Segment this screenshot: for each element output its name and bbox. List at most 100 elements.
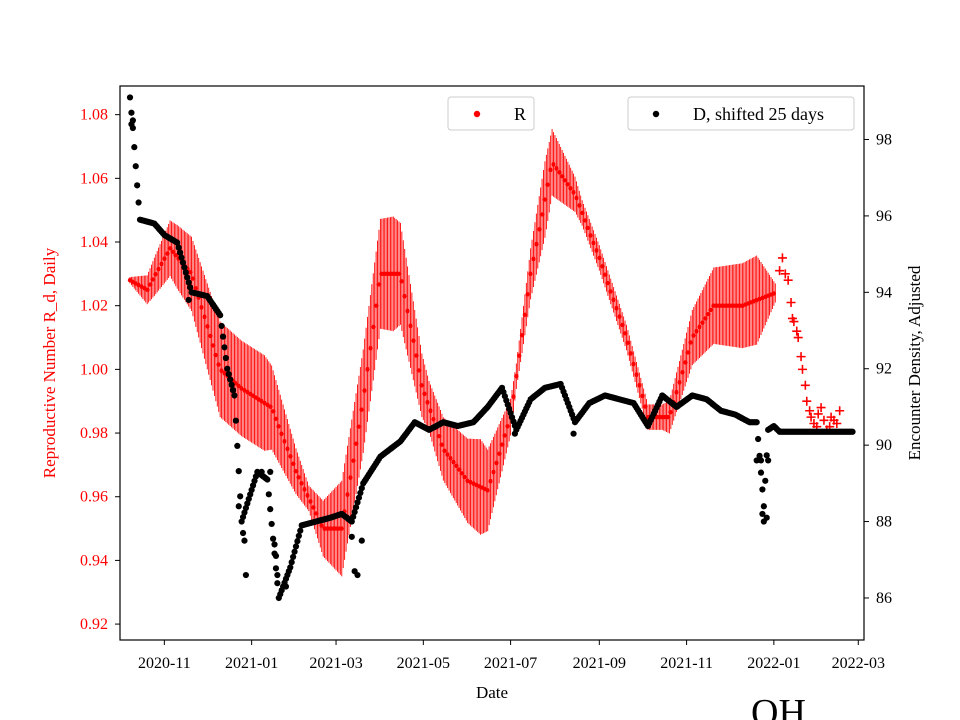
x-tick-label: 2021-03	[309, 655, 362, 672]
d-point	[292, 543, 300, 550]
d-point	[762, 477, 769, 484]
d-point	[219, 333, 227, 340]
r-series	[127, 129, 845, 577]
d-series	[126, 94, 856, 602]
r-projection-point	[796, 352, 806, 362]
y-right-tick-label: 90	[876, 437, 892, 454]
d-point	[128, 109, 135, 116]
d-point	[217, 312, 224, 319]
d-point	[222, 354, 229, 362]
d-point	[295, 532, 302, 539]
d-point	[175, 244, 182, 251]
d-point	[297, 527, 304, 534]
r-projection-point	[792, 326, 802, 336]
d-point	[258, 468, 265, 475]
y-left-tick-label: 0.98	[80, 425, 108, 442]
d-point	[759, 510, 766, 518]
d-point	[358, 537, 365, 544]
d-point	[271, 541, 278, 548]
d-point	[232, 417, 239, 424]
y-right-tick-label: 86	[876, 590, 892, 607]
d-point	[185, 279, 192, 286]
legend-d-marker	[652, 110, 660, 118]
x-tick-label: 2022-01	[747, 655, 800, 672]
legend-d: D, shifted 25 days	[627, 96, 855, 131]
d-point	[182, 269, 189, 276]
d-point	[241, 537, 248, 544]
legend-d-label: D, shifted 25 days	[693, 104, 824, 124]
d-point	[267, 506, 274, 513]
d-point	[765, 457, 772, 464]
x-tick-label: 2022-03	[832, 655, 885, 672]
d-point	[282, 583, 290, 590]
r-projection-point	[805, 406, 815, 416]
x-tick-label: 2021-05	[397, 655, 450, 672]
d-point	[269, 535, 277, 542]
legend-r-marker	[473, 110, 481, 118]
legend-d-box	[627, 96, 855, 131]
d-point	[849, 428, 856, 435]
d-point	[221, 344, 228, 351]
d-point	[187, 284, 194, 291]
x-tick-label: 2020-11	[138, 655, 191, 672]
d-point	[760, 503, 767, 510]
d-point	[350, 513, 357, 520]
x-tick-label: 2021-01	[225, 655, 278, 672]
d-point	[132, 163, 139, 170]
x-axis-title: Date	[476, 683, 508, 702]
y-left-tick-label: 0.94	[80, 552, 108, 569]
r-projection-point	[816, 403, 826, 413]
y-right-axis-title: Encounter Density, Adjusted	[905, 265, 924, 460]
d-point	[239, 529, 247, 537]
y-right-tick-label: 92	[876, 361, 892, 378]
r-projection-point	[793, 333, 803, 343]
r-projection-point	[786, 298, 796, 308]
r-projection-point	[800, 380, 810, 390]
axes: 2020-11 2021-01 2021-03 2021-05 2021-07 2021-…	[80, 107, 892, 672]
y-left-tick-label: 0.92	[80, 616, 108, 633]
x-tick-label: 2021-09	[573, 655, 626, 672]
d-point	[264, 476, 271, 483]
d-point	[763, 452, 770, 459]
r-projection-point	[780, 269, 790, 279]
legend-r-label: R	[514, 104, 526, 124]
y-left-tick-label: 0.96	[80, 489, 108, 506]
d-point	[358, 485, 365, 492]
d-point	[265, 491, 272, 498]
legend-r-box	[447, 96, 535, 131]
d-point	[288, 559, 295, 566]
d-point	[757, 469, 765, 476]
d-point	[228, 381, 235, 388]
plot-frame	[119, 85, 865, 641]
d-point	[348, 518, 355, 525]
r-projection-point	[832, 418, 842, 428]
y-left-tick-label: 1.02	[80, 298, 108, 315]
d-point	[759, 486, 766, 493]
d-point	[274, 571, 281, 579]
d-point	[272, 552, 280, 560]
d-point	[178, 254, 185, 261]
y-right-tick-label: 88	[876, 514, 892, 531]
d-point	[135, 199, 142, 206]
d-point	[352, 504, 360, 511]
d-point	[235, 468, 242, 475]
legend-r: R	[447, 96, 535, 131]
r-projection-point	[775, 266, 785, 276]
x-tick-label: 2021-11	[660, 655, 713, 672]
d-point	[185, 296, 192, 304]
d-point	[357, 489, 364, 497]
state-label: OH	[751, 692, 806, 720]
d-point	[570, 430, 577, 437]
y-left-tick-label: 1.04	[80, 234, 108, 251]
d-point	[224, 365, 231, 372]
d-point	[757, 457, 765, 464]
d-point	[126, 94, 134, 101]
d-point	[242, 571, 250, 579]
d-point	[218, 322, 225, 330]
y-right-tick-label: 96	[876, 208, 892, 225]
d-point	[237, 493, 244, 500]
d-point	[229, 387, 237, 394]
d-point	[235, 503, 242, 510]
d-point	[234, 442, 241, 450]
